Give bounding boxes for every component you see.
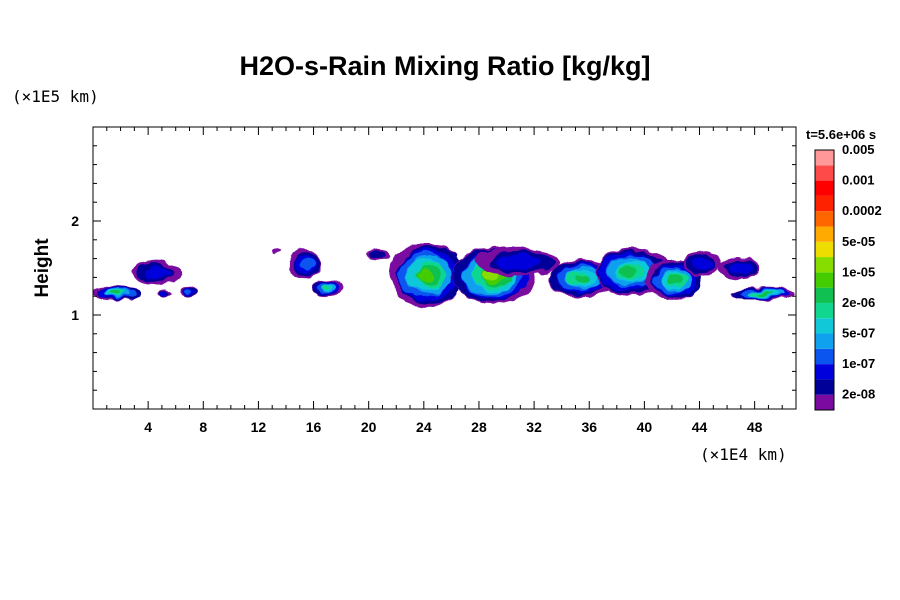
colorbar-swatch — [815, 287, 834, 303]
rain-contour — [367, 250, 387, 259]
x-tick-label: 40 — [637, 419, 653, 435]
rain-contour — [159, 290, 167, 295]
y-tick-label: 2 — [71, 213, 79, 229]
y-axis-label: Height — [32, 238, 53, 298]
x-unit-label: (×1E4 km) — [700, 445, 787, 464]
colorbar-swatch — [815, 318, 834, 334]
rain-cell — [731, 287, 796, 301]
rain-contour — [144, 266, 171, 279]
colorbar-swatch — [815, 165, 834, 181]
colorbar-tick-label: 0.001 — [842, 173, 875, 188]
rain-contour — [110, 291, 122, 295]
rain-cell — [389, 242, 465, 307]
x-tick-label: 44 — [692, 419, 708, 435]
colorbar-swatch — [815, 211, 834, 227]
x-tick-label: 12 — [251, 419, 267, 435]
x-tick-label: 20 — [361, 419, 377, 435]
rain-contour — [271, 249, 281, 255]
colorbar-swatch — [815, 257, 834, 273]
rain-cell — [93, 286, 140, 301]
x-tick-label: 4 — [144, 419, 152, 435]
colorbar-swatch — [815, 150, 834, 166]
colorbar-swatch — [815, 302, 834, 319]
colorbar-swatch — [815, 180, 834, 196]
colorbar-swatch — [815, 226, 834, 242]
rain-cell — [718, 257, 762, 280]
colorbar-tick-label: 5e-07 — [842, 326, 875, 341]
x-tick-label: 32 — [526, 419, 542, 435]
rain-contour — [496, 254, 541, 270]
rain-cell — [271, 249, 281, 255]
colorbar-tick-label: 0.005 — [842, 142, 875, 157]
rain-cell — [156, 288, 171, 297]
rain-contour — [321, 285, 331, 291]
colorbar-frame — [814, 149, 835, 411]
rain-cell — [683, 251, 721, 276]
colorbar-swatch — [815, 364, 834, 380]
rain-cell — [364, 248, 392, 261]
colorbar-tick-label: 0.0002 — [842, 203, 882, 218]
colorbar-swatch — [815, 272, 834, 288]
y-tick-label: 1 — [71, 307, 79, 323]
colorbar-tick-label: 5e-05 — [842, 234, 875, 249]
rain-contour — [668, 275, 682, 286]
y-unit-label: (×1E5 km) — [12, 87, 99, 106]
rain-field — [93, 242, 796, 307]
x-tick-label: 28 — [471, 419, 487, 435]
x-tick-label: 8 — [199, 419, 207, 435]
x-tick-label: 48 — [747, 419, 763, 435]
colorbar-swatch — [815, 241, 834, 258]
time-label: t=5.6e+06 s — [806, 127, 876, 142]
rain-cell — [131, 261, 182, 285]
rain-cell — [475, 247, 559, 276]
colorbar-tick-label: 1e-05 — [842, 264, 875, 279]
rain-contour — [416, 268, 434, 282]
colorbar-swatch — [815, 333, 834, 349]
x-tick-label: 24 — [416, 419, 432, 435]
colorbar-tick-label: 1e-07 — [842, 356, 875, 371]
rain-contour — [693, 256, 713, 270]
colorbar-swatch — [815, 195, 834, 212]
rain-contour — [618, 265, 637, 278]
colorbar-tick-label: 2e-08 — [842, 387, 875, 402]
rain-contour — [729, 262, 752, 274]
plot-frame — [92, 126, 797, 410]
rain-contour — [185, 289, 193, 294]
colorbar-tick-label: 2e-06 — [842, 295, 875, 310]
rain-cell — [180, 287, 198, 297]
x-tick-label: 16 — [306, 419, 322, 435]
colorbar-swatch — [815, 379, 834, 395]
colorbar-swatch — [815, 348, 834, 365]
rain-contour — [574, 273, 591, 283]
chart-title: H2O-s-Rain Mixing Ratio [kg/kg] — [239, 51, 650, 81]
colorbar: 2e-08 1e-07 5e-07 2e-06 1e-05 5e-05 0.0002 0.00… — [814, 142, 882, 411]
rain-contour — [757, 292, 773, 296]
rain-contour — [300, 258, 315, 271]
x-tick-label: 36 — [581, 419, 597, 435]
rain-cell — [287, 249, 322, 279]
colorbar-swatch — [815, 394, 834, 410]
rain-cell — [310, 279, 344, 297]
